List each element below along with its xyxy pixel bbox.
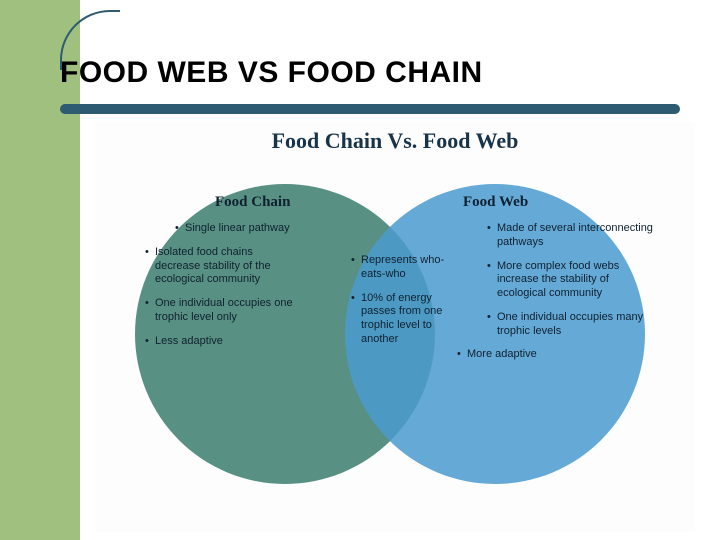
venn-left-points: Single linear pathway Isolated food chai…	[145, 222, 295, 358]
bullet: 10% of energy passes from one trophic le…	[351, 292, 451, 347]
venn-left-label: Food Chain	[215, 194, 290, 211]
venn-diagram: Food Chain Food Web Single linear pathwa…	[95, 164, 695, 524]
bullet: One individual occupies one trophic leve…	[145, 297, 295, 325]
content-area: Food Chain Vs. Food Web Food Chain Food …	[95, 122, 695, 532]
bullet: Made of several interconnecting pathways	[487, 222, 657, 250]
bullet: Isolated food chains decrease stability …	[145, 246, 295, 287]
venn-overlap-points: Represents who-eats-who 10% of energy pa…	[351, 254, 451, 357]
venn-right-points: Made of several interconnecting pathways…	[487, 222, 657, 372]
slide-title: FOOD WEB VS FOOD CHAIN	[60, 56, 483, 90]
title-underline	[60, 104, 680, 114]
bullet: More adaptive	[457, 348, 607, 362]
bullet: Less adaptive	[145, 335, 295, 349]
venn-title: Food Chain Vs. Food Web	[95, 128, 695, 154]
venn-right-label: Food Web	[463, 194, 528, 211]
bullet: One individual occupies many trophic lev…	[487, 311, 657, 339]
bullet: More complex food webs increase the stab…	[487, 260, 657, 301]
bullet: Single linear pathway	[175, 222, 295, 236]
bullet: Represents who-eats-who	[351, 254, 451, 282]
